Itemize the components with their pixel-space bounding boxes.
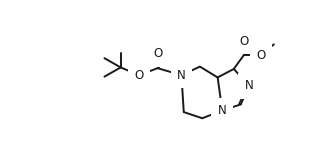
Text: N: N <box>177 69 186 82</box>
Text: O: O <box>135 69 144 82</box>
Text: O: O <box>239 35 248 48</box>
Text: O: O <box>153 47 162 60</box>
Text: N: N <box>218 104 227 117</box>
Text: O: O <box>256 49 266 62</box>
Text: N: N <box>245 79 253 92</box>
